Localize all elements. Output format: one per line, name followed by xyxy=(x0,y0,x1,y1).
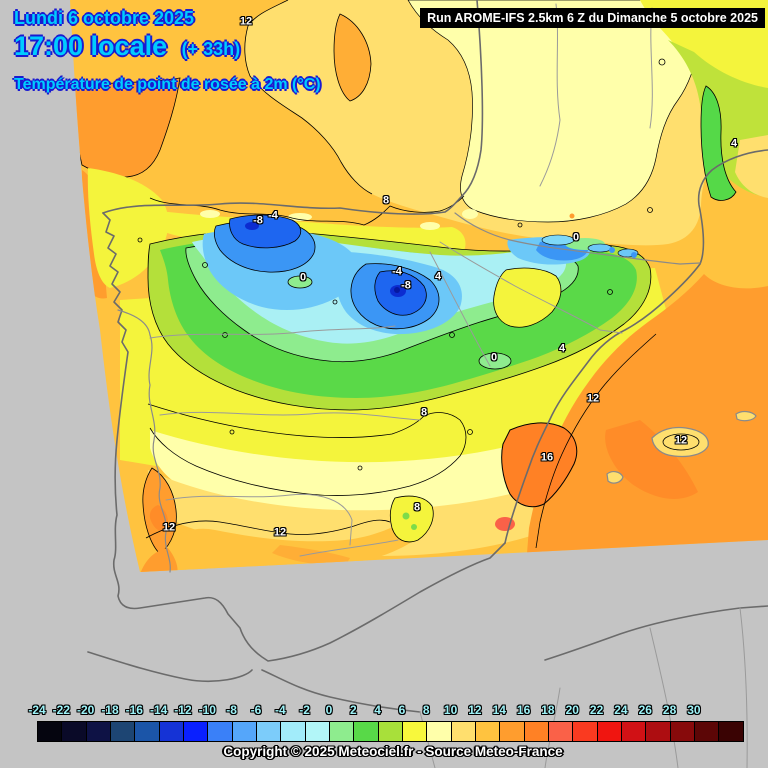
scale-tick-label: 30 xyxy=(687,703,701,717)
scale-cell xyxy=(353,721,379,742)
scale-cell xyxy=(499,721,525,742)
scale-tick-label: -12 xyxy=(174,703,192,717)
contour-label: -8 xyxy=(401,279,411,292)
contour-label: -4 xyxy=(268,209,278,222)
scale-cell xyxy=(474,721,501,742)
scale-cell xyxy=(596,721,622,742)
country-borders xyxy=(117,212,701,573)
contour-label: 0 xyxy=(490,351,498,364)
scale-cell xyxy=(426,721,452,742)
contour-label: 0 xyxy=(572,231,580,244)
scale-tick-label: 8 xyxy=(422,703,430,717)
contour-lines xyxy=(137,0,666,549)
forecast-offset: (+ 33h) xyxy=(181,39,241,59)
scale-cell xyxy=(523,721,549,742)
contour-label: -8 xyxy=(253,214,263,227)
scale-tick-label: 24 xyxy=(614,703,628,717)
contour-label: 4 xyxy=(558,342,566,355)
scale-tick-label: -10 xyxy=(198,703,216,717)
time-title: 17:00 locale xyxy=(14,31,168,61)
scale-tick-label: -8 xyxy=(226,703,237,717)
copyright-text: Copyright © 2025 Meteociel.fr - Source M… xyxy=(223,744,563,759)
contour-label: 0 xyxy=(299,271,307,284)
contour-label: 4 xyxy=(730,137,738,150)
scale-tick-label: 2 xyxy=(349,703,357,717)
scale-tick-label: 18 xyxy=(541,703,555,717)
biscay-orange-patch xyxy=(333,13,372,102)
scale-tick-label: 14 xyxy=(492,703,506,717)
northwest-orange-patch xyxy=(70,77,181,178)
scale-tick-label: 10 xyxy=(443,703,458,717)
scale-tick-label: -2 xyxy=(299,703,310,717)
scale-cell xyxy=(572,721,598,742)
contour-label: 12 xyxy=(586,392,600,405)
scale-tick-label: 26 xyxy=(638,703,652,717)
run-info-bar: Run AROME-IFS 2.5km 6 Z du Dimanche 5 oc… xyxy=(420,8,765,28)
scale-tick-label: 12 xyxy=(468,703,482,717)
scale-tick-label: -6 xyxy=(250,703,262,717)
contour-label: 12 xyxy=(674,434,688,447)
scale-cell xyxy=(401,721,428,742)
ibiza-island xyxy=(606,471,624,484)
scale-cell xyxy=(693,721,720,742)
scale-cell xyxy=(231,721,257,742)
scale-cell xyxy=(450,721,476,742)
scale-tick-label: -22 xyxy=(52,703,70,717)
scale-tick-label: -24 xyxy=(28,703,46,717)
scale-tick-label: 0 xyxy=(325,703,333,717)
contour-label: 8 xyxy=(413,501,421,514)
scale-cell xyxy=(37,721,63,742)
contour-label: 12 xyxy=(162,521,176,534)
scale-tick-label: -4 xyxy=(274,703,286,717)
scale-cell xyxy=(158,721,184,742)
scale-cell xyxy=(620,721,647,742)
contour-label: 4 xyxy=(434,270,442,283)
variable-title: Température de point de rosée à 2m (°C) xyxy=(14,76,321,93)
balearic-islands xyxy=(606,410,757,484)
coastlines xyxy=(87,0,768,713)
scale-cell xyxy=(85,721,111,742)
scale-cell xyxy=(304,721,330,742)
scale-tick-label: 16 xyxy=(516,703,531,717)
scale-cell xyxy=(182,721,209,742)
scale-cell xyxy=(109,721,136,742)
scale-cell xyxy=(207,721,233,742)
contour-label: 8 xyxy=(420,406,428,419)
warm-core-16 xyxy=(501,422,578,508)
contour-label: 12 xyxy=(273,526,287,539)
scale-tick-label: 4 xyxy=(374,703,381,717)
contour-label: 8 xyxy=(382,194,390,207)
scale-cell xyxy=(718,721,744,742)
scale-cell xyxy=(328,721,355,742)
scale-cell xyxy=(255,721,282,742)
scale-tick-label: 22 xyxy=(589,703,604,717)
menorca-island xyxy=(735,410,757,422)
scale-cell xyxy=(669,721,695,742)
scale-tick-label: -18 xyxy=(101,703,119,717)
scale-cell xyxy=(134,721,160,742)
scale-tick-label: -14 xyxy=(149,703,168,717)
title-block: Lundi 6 octobre 2025 17:00 locale (+ 33h… xyxy=(14,8,321,94)
scale-tick-label: 20 xyxy=(565,703,579,717)
scale-cell xyxy=(61,721,87,742)
contour-label: 16 xyxy=(540,451,554,464)
scale-tick-label: 6 xyxy=(398,703,406,717)
date-title: Lundi 6 octobre 2025 xyxy=(14,8,195,28)
geography-lines xyxy=(87,0,768,768)
scale-cell xyxy=(645,721,671,742)
contour-label: -4 xyxy=(392,265,402,278)
scale-tick-label: -20 xyxy=(76,703,95,717)
scale-tick-label: -16 xyxy=(125,703,143,717)
scale-tick-label: 28 xyxy=(662,703,677,717)
southeast-warm-region xyxy=(526,274,768,566)
contour-label: 12 xyxy=(239,15,253,28)
scale-cell xyxy=(280,721,306,742)
scale-cell xyxy=(377,721,403,742)
mallorca-island xyxy=(651,426,709,458)
scale-cell xyxy=(547,721,574,742)
